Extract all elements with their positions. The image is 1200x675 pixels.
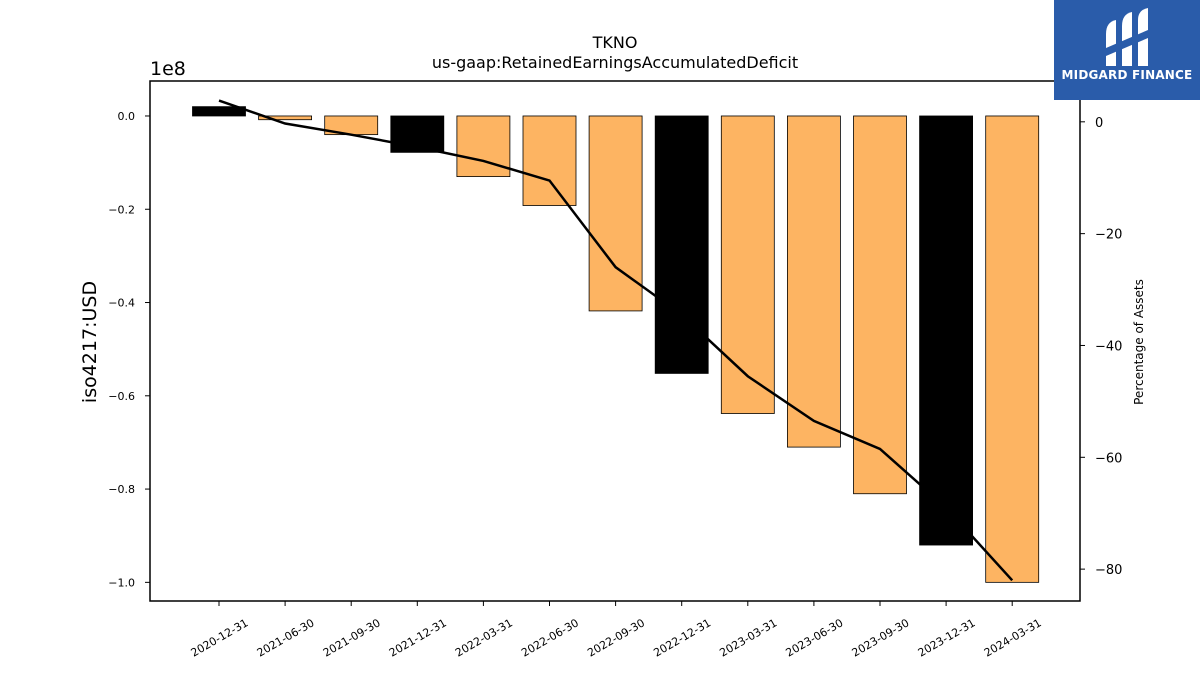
y2-axis-label: Percentage of Assets <box>1132 279 1146 405</box>
y-tick-label: −0.6 <box>108 390 135 403</box>
x-tick-label: 2023-09-30 <box>850 616 912 659</box>
x-tick-label: 2023-06-30 <box>784 616 846 659</box>
y2-tick-label: 0 <box>1095 116 1103 131</box>
x-tick-label: 2023-12-31 <box>916 616 978 659</box>
y2-tick-label: −40 <box>1095 339 1122 354</box>
chart-subtitle: us-gaap:RetainedEarningsAccumulatedDefic… <box>432 53 798 72</box>
x-tick-label: 2024-03-31 <box>982 616 1044 659</box>
chart-title: TKNO <box>592 33 638 52</box>
x-tick-label: 2022-12-31 <box>651 616 713 659</box>
y-tick-label: −0.2 <box>108 203 135 216</box>
y-axis-multiplier: 1e8 <box>150 58 186 80</box>
line-group <box>218 99 1014 582</box>
x-tick-label: 2023-03-31 <box>717 616 779 659</box>
y2-tick-label: −80 <box>1095 563 1122 578</box>
bar <box>522 115 577 206</box>
bar <box>985 115 1040 583</box>
bar <box>258 115 313 121</box>
x-tick-label: 2020-12-31 <box>189 616 251 659</box>
logo-text: MIDGARD FINANCE <box>1061 68 1193 82</box>
bar <box>787 115 841 448</box>
x-tick-label: 2022-09-30 <box>585 616 647 659</box>
y-axis-label: iso4217:USD <box>79 281 101 403</box>
x-tick-label: 2021-12-31 <box>387 616 449 659</box>
x-tick-label: 2022-03-31 <box>453 616 515 659</box>
bar <box>192 106 246 117</box>
bar <box>654 115 709 374</box>
series-line <box>218 99 1014 582</box>
logo-mark-icon <box>1106 8 1148 66</box>
y2-tick-label: −60 <box>1095 451 1122 466</box>
y2-tick-label: −20 <box>1095 228 1122 243</box>
y-tick-label: −0.8 <box>108 483 135 496</box>
y-tick-label: 0.0 <box>118 110 136 123</box>
x-tick-label: 2021-06-30 <box>255 616 317 659</box>
y-tick-label: −0.4 <box>108 297 135 310</box>
bars-group <box>192 106 1040 583</box>
bar <box>853 115 907 495</box>
bar <box>919 115 973 546</box>
x-tick-label: 2021-09-30 <box>321 616 383 659</box>
plot-frame <box>149 80 1081 602</box>
brand-logo: MIDGARD FINANCE <box>1054 0 1200 100</box>
y-tick-label: −1.0 <box>108 576 135 589</box>
x-tick-label: 2022-06-30 <box>519 616 581 659</box>
bar <box>720 115 775 414</box>
